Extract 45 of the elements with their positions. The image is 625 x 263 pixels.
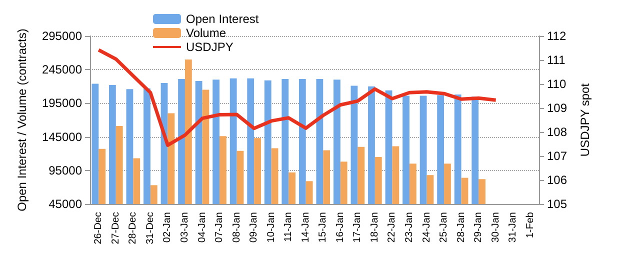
legend-label: Volume xyxy=(186,26,226,40)
x-tick-label: 1-Feb xyxy=(524,212,536,238)
y-tick-label: 195000 xyxy=(42,96,82,110)
y2-tick-label: 105 xyxy=(547,197,568,211)
x-tick-label: 22-Jan xyxy=(386,212,398,243)
x-tick-label: 08-Jan xyxy=(231,212,242,243)
x-tick-label: 25-Jan xyxy=(438,212,450,243)
x-tick-label: 10-Jan xyxy=(266,212,277,243)
x-tick-label: 30-Jan xyxy=(490,212,502,243)
x-tick-label: 09-Jan xyxy=(248,212,260,243)
x-tick-label: 28-Jan xyxy=(456,212,467,243)
y2-tick-label: 107 xyxy=(547,149,568,163)
y-tick-label: 145000 xyxy=(42,130,82,144)
x-tick-label: 04-Jan xyxy=(196,212,208,243)
y-axis-title: Open Interest / Volume (contracts) xyxy=(15,28,29,212)
y-tick-label: 95000 xyxy=(48,163,82,178)
x-tick-label: 14-Jan xyxy=(300,212,312,243)
x-tick-label: 11-Jan xyxy=(283,212,294,242)
x-tick-label: 15-Jan xyxy=(318,212,329,243)
y2-tick-label: 109 xyxy=(547,101,568,115)
y2-tick-label: 106 xyxy=(547,173,568,187)
x-tick-label: 17-Jan xyxy=(352,212,364,243)
x-tick-label: 02-Jan xyxy=(162,212,174,243)
x-tick-label: 31-Jan xyxy=(508,212,519,243)
x-tick-label: 03-Jan xyxy=(179,212,190,243)
legend-label: USDJPY xyxy=(186,40,234,54)
y-tick-label: 45000 xyxy=(48,197,82,211)
x-tick-label: 28-Dec xyxy=(128,212,139,244)
y2-tick-label: 111 xyxy=(547,53,566,67)
x-tick-label: 16-Jan xyxy=(334,212,346,243)
x-tick-label: 27-Dec xyxy=(110,212,122,244)
y-tick-label: 245000 xyxy=(42,62,82,77)
y2-axis-title: USDJPY spot xyxy=(578,82,592,157)
x-tick-label: 31-Dec xyxy=(144,212,156,244)
x-tick-label: 23-Jan xyxy=(404,212,415,243)
y2-tick-label: 108 xyxy=(547,125,568,139)
y2-tick-label: 112 xyxy=(547,29,566,43)
x-tick-label: 29-Jan xyxy=(473,212,484,243)
x-tick-label: 26-Dec xyxy=(93,212,104,244)
x-tick-label: 07-Jan xyxy=(214,212,226,243)
x-tick-label: 18-Jan xyxy=(369,212,380,243)
x-tick-label: 24-Jan xyxy=(421,212,432,243)
legend-label: Open Interest xyxy=(186,12,260,26)
y2-tick-label: 110 xyxy=(547,77,566,91)
y-tick-label: 295000 xyxy=(42,29,82,43)
